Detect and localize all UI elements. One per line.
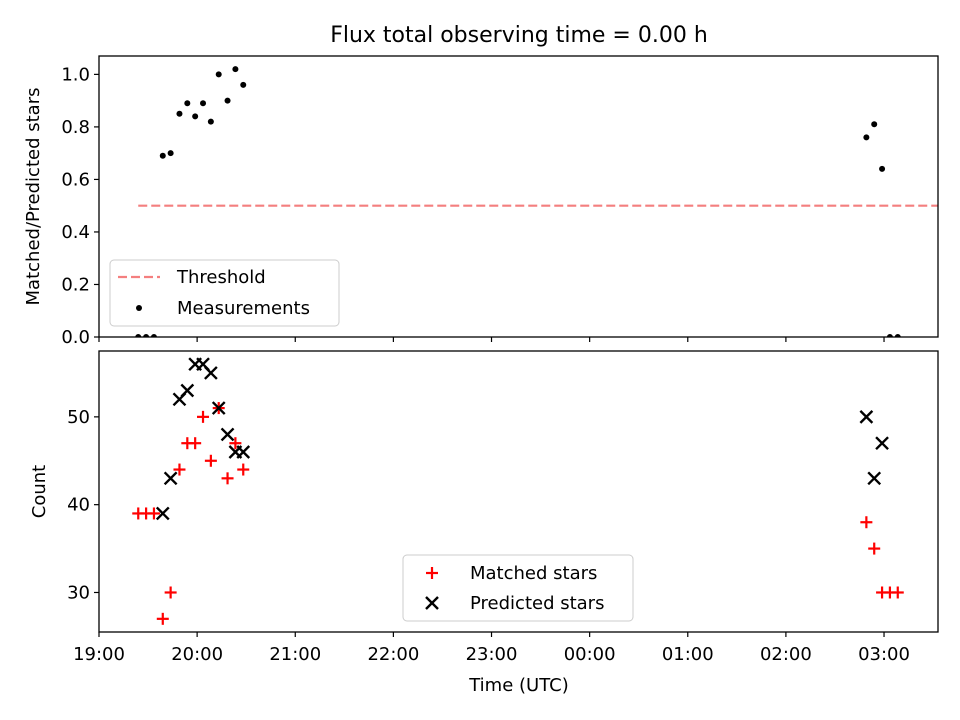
measurement-point xyxy=(167,150,174,157)
top-axes-frame xyxy=(98,55,939,338)
top-data xyxy=(135,66,938,337)
legend-matched-label: Matched stars xyxy=(470,563,597,584)
measurement-point xyxy=(176,110,183,117)
top-ytick-label: 0.6 xyxy=(61,169,90,190)
predicted-star-marker xyxy=(211,401,226,415)
matched-star-marker xyxy=(860,516,873,529)
matched-star-marker xyxy=(221,472,234,485)
bottom-ytick-label: 30 xyxy=(67,582,90,603)
top-panel: 0.0 0.2 0.4 0.6 0.8 1.0 Matched/Predicted star… xyxy=(23,55,939,348)
xlabel: Time (UTC) xyxy=(468,675,569,696)
measurement-point xyxy=(232,66,239,73)
top-ytick-label: 0.2 xyxy=(61,274,90,295)
legend-box xyxy=(109,259,340,327)
bottom-ytick-label: 40 xyxy=(67,495,90,516)
top-ylabel: Matched/Predicted stars xyxy=(23,88,44,306)
matched-star-marker xyxy=(229,437,242,450)
predicted-star-marker xyxy=(875,436,889,451)
legend-predicted-label: Predicted stars xyxy=(470,593,604,614)
measurement-point xyxy=(863,134,870,141)
legend-box xyxy=(402,554,634,622)
measurement-point xyxy=(215,71,222,78)
predicted-star-marker xyxy=(867,471,882,486)
predicted-star-marker xyxy=(859,410,874,424)
top-ytick-label: 0.0 xyxy=(61,327,90,348)
bottom-legend: Matched stars Predicted stars xyxy=(402,554,634,622)
legend-measurements-swatch xyxy=(136,305,142,311)
top-legend: Threshold Measurements xyxy=(109,259,340,327)
matched-star-marker xyxy=(164,586,177,599)
matched-star-marker xyxy=(204,454,217,467)
matched-star-marker xyxy=(868,542,881,555)
xtick-label: 21:00 xyxy=(269,644,321,665)
bottom-ytick-label: 50 xyxy=(67,407,90,428)
bottom-axes-frame xyxy=(98,350,939,633)
measurement-point xyxy=(184,100,191,107)
xtick-label: 23:00 xyxy=(466,644,518,665)
measurement-point xyxy=(886,334,893,337)
legend-measurements-label: Measurements xyxy=(177,298,310,319)
xtick-label: 03:00 xyxy=(858,644,910,665)
predicted-star-marker xyxy=(163,471,178,486)
measurement-point xyxy=(224,97,231,104)
legend-threshold-label: Threshold xyxy=(176,267,266,288)
measurement-point xyxy=(143,334,150,337)
top-ytick-label: 0.4 xyxy=(61,222,90,243)
xtick-label: 19:00 xyxy=(73,644,125,665)
predicted-star-marker xyxy=(220,427,235,442)
legend-predicted-swatch xyxy=(425,596,439,610)
matched-star-marker xyxy=(156,612,169,625)
predicted-star-marker xyxy=(204,366,218,380)
measurement-point xyxy=(192,113,199,120)
matched-star-marker xyxy=(891,586,904,599)
measurement-point xyxy=(894,334,901,337)
measurement-point xyxy=(150,334,157,337)
predicted-star-marker xyxy=(155,506,170,521)
measurement-point xyxy=(135,334,142,337)
matched-star-marker xyxy=(189,437,202,450)
measurement-point xyxy=(159,152,166,159)
xtick-label: 02:00 xyxy=(760,644,812,665)
xtick-label: 00:00 xyxy=(564,644,616,665)
matched-star-marker xyxy=(173,463,186,476)
measurement-point xyxy=(207,118,214,125)
bottom-ylabel: Count xyxy=(29,465,50,518)
measurement-point xyxy=(200,100,207,107)
matched-star-marker xyxy=(147,507,160,520)
predicted-star-marker xyxy=(236,445,251,459)
matched-star-marker xyxy=(197,410,210,423)
bottom-data xyxy=(132,357,904,625)
predicted-star-marker xyxy=(180,383,195,398)
chart-title: Flux total observing time = 0.00 h xyxy=(330,23,708,48)
bottom-panel: 30 40 50 19:00 20:00 21:00 22:00 23:00 00:00 01:0… xyxy=(29,350,939,696)
measurement-point xyxy=(879,165,886,172)
matched-star-marker xyxy=(237,463,250,476)
xtick-label: 01:00 xyxy=(662,644,714,665)
measurement-point xyxy=(240,81,247,88)
top-ytick-label: 1.0 xyxy=(61,64,90,85)
xtick-label: 20:00 xyxy=(171,644,223,665)
xtick-label: 22:00 xyxy=(367,644,419,665)
top-ytick-label: 0.8 xyxy=(61,117,90,138)
measurement-point xyxy=(871,121,878,128)
